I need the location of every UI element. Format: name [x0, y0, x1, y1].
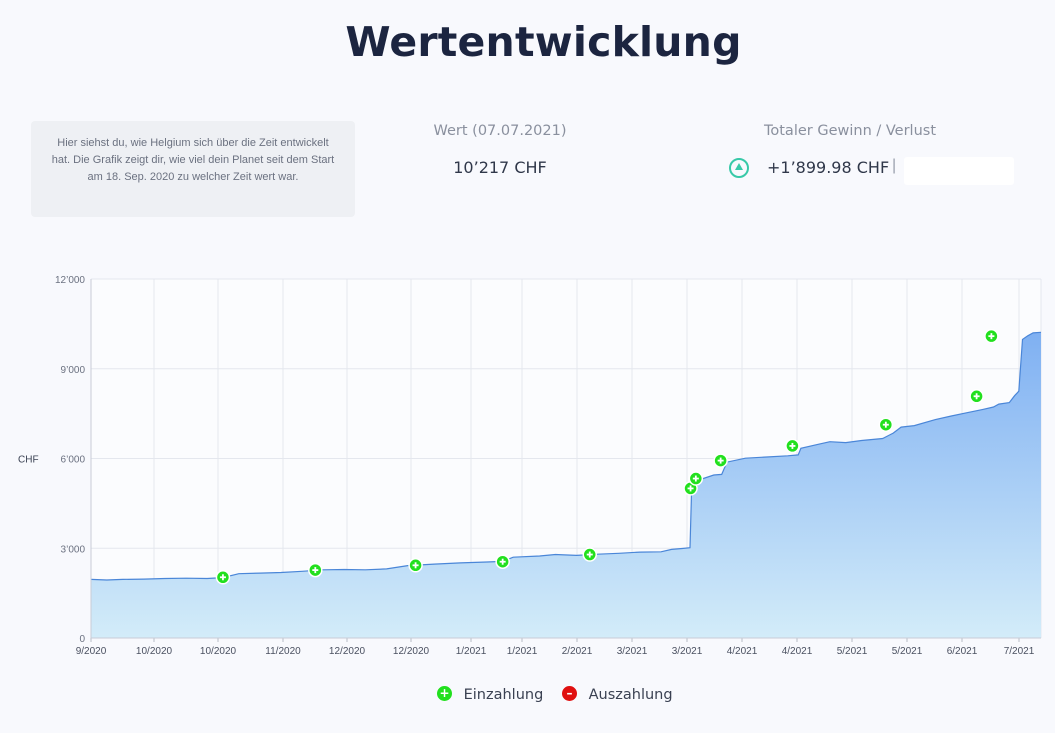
wert-label: Wert (07.07.2021) [433, 123, 567, 139]
minus-icon: – [562, 686, 577, 701]
marker-einzahlung[interactable] [582, 547, 597, 562]
marker-einzahlung[interactable] [308, 562, 323, 578]
marker-einzahlung[interactable] [878, 417, 894, 432]
x-tick-label: 6/2021 [947, 646, 978, 657]
x-tick-label: 3/2021 [617, 646, 648, 657]
y-tick-label: 9’000 [61, 365, 86, 376]
marker-einzahlung[interactable] [688, 471, 704, 486]
marker-einzahlung[interactable] [713, 453, 728, 468]
gewinn-value: +1’899.98 CHF [767, 158, 890, 177]
x-tick-label: 4/2021 [782, 646, 813, 657]
triangle-up-icon [729, 158, 749, 178]
plus-icon: + [437, 686, 452, 701]
y-tick-label: 0 [79, 634, 85, 645]
marker-einzahlung[interactable] [215, 570, 231, 585]
x-tick-label: 5/2021 [837, 646, 868, 657]
x-tick-label: 7/2021 [1004, 646, 1035, 657]
marker-einzahlung[interactable] [408, 558, 423, 573]
y-tick-label: 3’000 [61, 544, 86, 555]
separator: | [892, 157, 897, 174]
series-line [90, 331, 1042, 581]
x-tick-label: 5/2021 [892, 646, 923, 657]
legend-auszahlung[interactable]: – Auszahlung [562, 686, 673, 703]
x-tick-label: 10/2020 [200, 646, 237, 657]
value-chart: 0 3’000 6’000 9’000 12’000 9/2020 10/2020 10/20… [18, 275, 1042, 657]
hidden-field [904, 157, 1014, 185]
series-area [91, 332, 1041, 638]
marker-einzahlung[interactable] [495, 554, 510, 569]
legend-einzahlung-label: Einzahlung [463, 687, 544, 703]
x-tick-label: 10/2020 [136, 646, 173, 657]
y-axis-label: CHF [18, 455, 39, 466]
x-tick-label: 3/2021 [672, 646, 703, 657]
x-tick-label: 9/2020 [76, 646, 107, 657]
x-tick-label: 11/2020 [265, 646, 301, 657]
x-tick-label: 12/2020 [393, 646, 430, 657]
y-tick-label: 6’000 [61, 455, 86, 466]
x-tick-label: 1/2021 [507, 646, 538, 657]
legend-auszahlung-label: Auszahlung [588, 687, 673, 703]
info-box: Hier siehst du, wie Helgium sich über di… [31, 121, 355, 217]
x-tick-label: 4/2021 [727, 646, 758, 657]
gewinn-label: Totaler Gewinn / Verlust [763, 123, 937, 139]
x-tick-label: 2/2021 [562, 646, 593, 657]
x-tick-label: 1/2021 [456, 646, 487, 657]
y-tick-label: 12’000 [55, 275, 85, 286]
marker-einzahlung[interactable] [969, 389, 984, 404]
marker-einzahlung[interactable] [984, 328, 999, 344]
info-text: Hier siehst du, wie Helgium sich über di… [51, 137, 335, 183]
x-tick-label: 12/2020 [329, 646, 366, 657]
legend-einzahlung[interactable]: + Einzahlung [437, 686, 543, 703]
wert-value: 10’217 CHF [453, 158, 547, 177]
page-title: Wertentwicklung [345, 18, 742, 66]
marker-einzahlung[interactable] [785, 438, 800, 454]
